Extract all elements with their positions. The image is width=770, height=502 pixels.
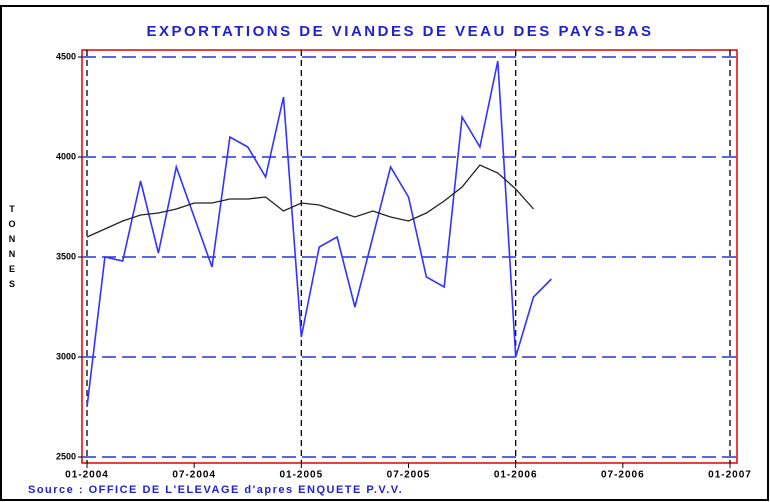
x-tick-label: 01-2004 [65, 470, 109, 481]
x-tick-label: 01-2005 [279, 470, 323, 481]
x-tick-label: 01-2007 [708, 470, 752, 481]
y-tick-label: 2500 [56, 451, 76, 461]
x-tick-label: 01-2006 [494, 470, 538, 481]
series-line [86, 60, 552, 408]
x-tick-label: 07-2006 [601, 470, 645, 481]
x-tick-label: 07-2005 [387, 470, 431, 481]
y-tick-label: 3000 [56, 351, 76, 361]
source: Source : OFFICE DE L'ELEVAGE d'apres ENQ… [28, 484, 403, 496]
series-line [86, 164, 534, 238]
y-tick-label: 4000 [56, 151, 76, 161]
frame [0, 5, 769, 501]
y-tick-label: 3500 [56, 251, 76, 261]
chart-title: EXPORTATIONS DE VIANDES DE VEAU DES PAYS… [146, 23, 653, 40]
y-tick-label: 4500 [56, 51, 76, 61]
x-tick-label: 07-2004 [172, 470, 216, 481]
